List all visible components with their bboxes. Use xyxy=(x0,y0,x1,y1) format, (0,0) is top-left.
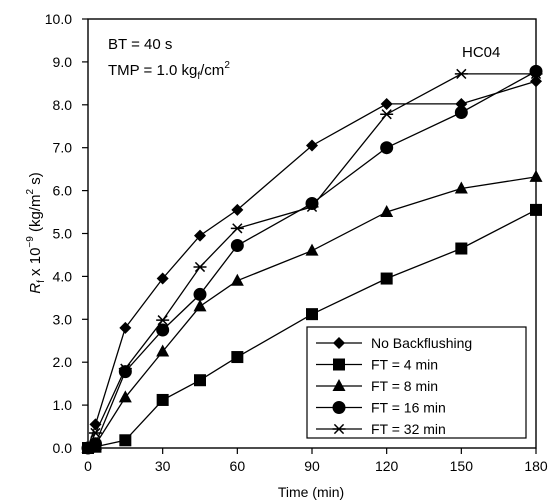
y-tick-label: 4.0 xyxy=(53,268,73,284)
data-point-star xyxy=(81,442,95,454)
legend-label-circle: FT = 16 min xyxy=(371,400,446,416)
data-point-square xyxy=(306,308,318,321)
legend-marker-diamond xyxy=(333,337,345,349)
data-point-triangle xyxy=(230,273,244,286)
data-point-star xyxy=(529,68,543,80)
y-axis-label-exp: −9 xyxy=(25,236,36,248)
y-tick-label: 1.0 xyxy=(53,397,73,413)
data-point-star xyxy=(380,109,394,120)
data-point-star xyxy=(305,201,319,213)
data-point-circle xyxy=(380,141,394,155)
y-tick-label: 9.0 xyxy=(53,54,73,70)
data-point-triangle xyxy=(454,181,468,194)
x-tick-label: 180 xyxy=(524,458,548,474)
legend-label-star: FT = 32 min xyxy=(371,421,446,437)
y-tick-label: 7.0 xyxy=(53,140,73,156)
x-tick-label: 0 xyxy=(84,458,92,474)
data-point-triangle xyxy=(193,299,207,312)
data-point-triangle xyxy=(529,169,543,182)
data-point-star xyxy=(454,68,468,80)
x-tick-label: 150 xyxy=(450,458,474,474)
data-point-circle xyxy=(118,365,132,379)
data-point-diamond xyxy=(89,418,102,431)
data-point-triangle xyxy=(156,344,170,357)
y-tick-label: 0.0 xyxy=(53,440,73,456)
y-axis-label-mid: x 10 xyxy=(27,248,44,281)
data-point-square xyxy=(380,272,393,285)
legend-label-square: FT = 4 min xyxy=(371,357,438,373)
data-point-circle xyxy=(88,437,102,451)
data-point-triangle xyxy=(118,390,132,403)
x-tick-label: 90 xyxy=(304,458,320,474)
data-point-star xyxy=(118,363,132,374)
data-point-diamond xyxy=(194,229,206,242)
annotation-tmp: TMP = 1.0 kgf/cm2 xyxy=(108,60,230,82)
y-tick-label: 3.0 xyxy=(53,311,73,327)
y-axis-label: Rf x 10−9 (kg/m2 s) xyxy=(25,172,47,293)
data-point-star xyxy=(156,315,170,326)
data-point-square xyxy=(530,203,542,216)
annotation-tag: HC04 xyxy=(462,44,500,61)
y-axis-label-main: R xyxy=(27,283,44,294)
annotation-tmp-main: TMP = 1.0 kg xyxy=(108,62,197,79)
legend-box xyxy=(306,326,527,439)
y-tick-label: 2.0 xyxy=(53,354,73,370)
legend-label-diamond: No Backflushing xyxy=(371,335,472,351)
series-line-star xyxy=(87,73,536,449)
data-point-circle xyxy=(156,323,170,337)
series-line-circle xyxy=(87,70,537,449)
data-point-square xyxy=(194,374,206,387)
x-tick-label: 120 xyxy=(375,458,399,474)
legend-marker-circle xyxy=(332,401,346,414)
data-point-star xyxy=(230,223,244,234)
data-point-star xyxy=(88,427,102,439)
y-axis-label-unit-end: s) xyxy=(27,172,44,189)
data-point-square xyxy=(231,351,244,364)
data-point-diamond xyxy=(119,321,132,334)
data-point-diamond xyxy=(306,139,318,152)
legend-label-triangle: FT = 8 min xyxy=(371,378,438,394)
data-point-square xyxy=(119,434,132,447)
data-point-circle xyxy=(529,64,543,78)
x-tick-label: 60 xyxy=(230,458,246,474)
data-point-diamond xyxy=(380,97,393,110)
data-point-diamond xyxy=(530,75,542,88)
data-point-triangle xyxy=(380,205,394,218)
annotation-tmp-sub: f xyxy=(197,71,200,82)
y-tick-label: 6.0 xyxy=(53,183,73,199)
y-tick-label: 10.0 xyxy=(45,11,72,27)
y-tick-label: 8.0 xyxy=(53,97,73,113)
data-point-star xyxy=(193,261,207,273)
legend-marker-star xyxy=(332,423,346,435)
data-point-circle xyxy=(305,196,319,210)
data-point-diamond xyxy=(156,272,169,285)
data-point-diamond xyxy=(231,203,244,216)
data-point-triangle xyxy=(305,243,319,256)
data-point-square xyxy=(455,242,468,255)
series-line-triangle xyxy=(87,176,537,449)
x-tick-label: 30 xyxy=(155,458,171,474)
y-tick-label: 5.0 xyxy=(53,226,73,242)
series-line-diamond xyxy=(87,80,537,449)
legend-marker-triangle xyxy=(332,379,346,391)
y-axis-label-sub: f xyxy=(36,280,47,283)
data-point-circle xyxy=(454,106,468,120)
annotation-tmp-sup: 2 xyxy=(224,60,230,71)
data-point-square xyxy=(156,393,169,406)
data-point-circle xyxy=(230,239,244,253)
y-axis-label-unit-sup: 2 xyxy=(25,189,36,195)
series-line-square xyxy=(87,209,537,449)
annotation-bt: BT = 40 s xyxy=(108,36,172,53)
annotation-tmp-unit: /cm xyxy=(200,62,224,79)
y-axis-label-unit: (kg/m xyxy=(27,195,44,237)
data-point-circle xyxy=(193,287,207,301)
x-axis-label: Time (min) xyxy=(278,484,344,500)
legend: No Backflushing FT = 4 min FT = 8 min FT = … xyxy=(316,335,472,437)
legend-marker-square xyxy=(333,358,345,371)
